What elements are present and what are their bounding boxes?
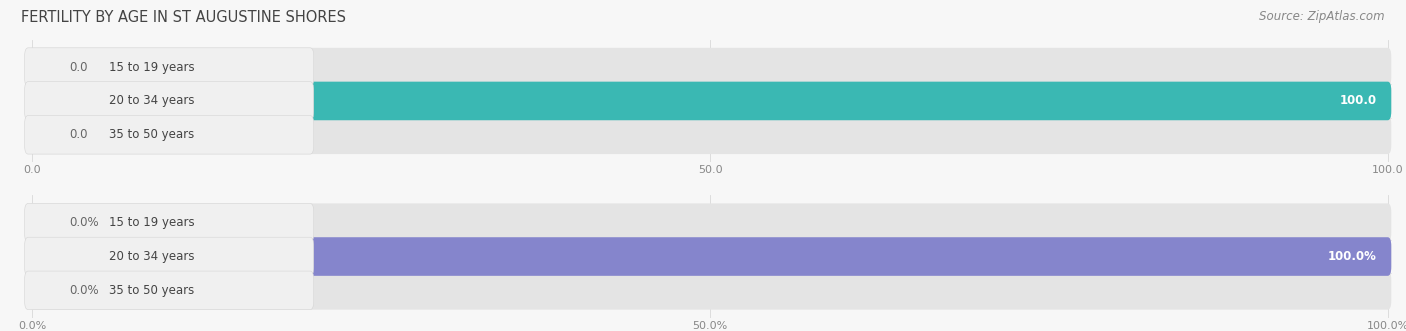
Text: 100.0%: 100.0% — [1329, 250, 1376, 263]
FancyBboxPatch shape — [24, 271, 314, 310]
FancyBboxPatch shape — [28, 237, 1392, 276]
FancyBboxPatch shape — [24, 48, 314, 86]
Text: 0.0%: 0.0% — [69, 284, 98, 297]
FancyBboxPatch shape — [24, 116, 314, 154]
Text: Source: ZipAtlas.com: Source: ZipAtlas.com — [1260, 10, 1385, 23]
FancyBboxPatch shape — [24, 203, 314, 242]
Text: 100.0: 100.0 — [1340, 94, 1376, 108]
FancyBboxPatch shape — [28, 82, 1392, 120]
Text: FERTILITY BY AGE IN ST AUGUSTINE SHORES: FERTILITY BY AGE IN ST AUGUSTINE SHORES — [21, 10, 346, 25]
Text: 20 to 34 years: 20 to 34 years — [110, 94, 194, 108]
Text: 0.0: 0.0 — [69, 128, 87, 141]
Text: 0.0%: 0.0% — [69, 216, 98, 229]
Text: 15 to 19 years: 15 to 19 years — [110, 61, 194, 73]
FancyBboxPatch shape — [28, 271, 1392, 310]
FancyBboxPatch shape — [24, 237, 314, 276]
FancyBboxPatch shape — [28, 237, 1392, 276]
FancyBboxPatch shape — [28, 203, 1392, 242]
FancyBboxPatch shape — [28, 48, 1392, 86]
FancyBboxPatch shape — [28, 116, 1392, 154]
Text: 35 to 50 years: 35 to 50 years — [110, 284, 194, 297]
Text: 35 to 50 years: 35 to 50 years — [110, 128, 194, 141]
FancyBboxPatch shape — [28, 82, 1392, 120]
Text: 15 to 19 years: 15 to 19 years — [110, 216, 194, 229]
Text: 20 to 34 years: 20 to 34 years — [110, 250, 194, 263]
Text: 0.0: 0.0 — [69, 61, 87, 73]
FancyBboxPatch shape — [24, 82, 314, 120]
